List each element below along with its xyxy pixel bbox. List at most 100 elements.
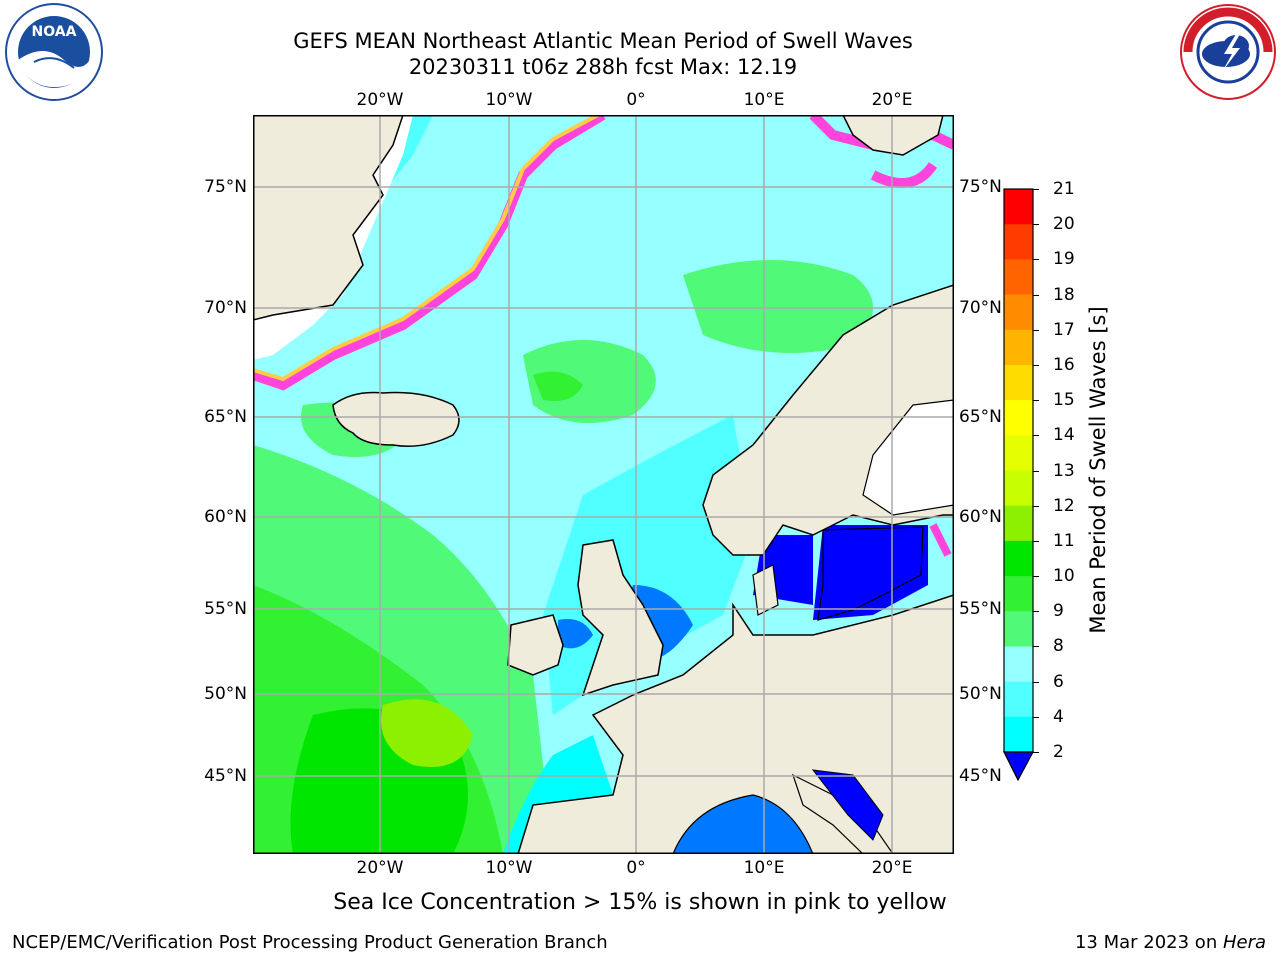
swell-zone-12s-peak [381, 699, 473, 767]
colorbar-tick-label: 4 [1053, 706, 1064, 727]
colorbar-cell [1004, 646, 1033, 683]
footer-machine: Hera [1222, 932, 1266, 953]
nws-logo-icon [1180, 4, 1276, 100]
swell-zone-north-3 [533, 371, 583, 401]
svalbard-land [842, 115, 944, 156]
colorbar-tick-label: 14 [1053, 425, 1075, 446]
colorbar-cell [1004, 505, 1033, 542]
lon-tick-bottom-0: 0° [626, 858, 646, 878]
lon-tick-top-20e: 20°E [871, 90, 913, 110]
colorbar-tick-label: 16 [1053, 354, 1075, 375]
baltic-sea [817, 526, 924, 621]
colorbar-tick-mark [1033, 611, 1039, 613]
colorbar-cell [1004, 224, 1033, 260]
colorbar-tick-mark [1033, 646, 1039, 648]
colorbar-tick-label: 2 [1053, 742, 1064, 762]
colorbar-tick-label: 8 [1053, 636, 1064, 657]
colorbar-tick-label: 21 [1053, 179, 1075, 199]
colorbar-tick-mark [1033, 435, 1039, 437]
colorbar-tick-label: 12 [1053, 495, 1075, 516]
sea-ice-edge-baltic [929, 523, 952, 557]
colorbar-tick-label: 9 [1053, 601, 1064, 622]
lat-tick-right-75n: 75°N [959, 177, 1002, 197]
lon-tick-bottom-20e: 20°E [871, 858, 913, 878]
colorbar-cell [1004, 681, 1033, 718]
colorbar-cell [1004, 364, 1033, 401]
colorbar-cell [1004, 540, 1033, 577]
colorbar-tick-mark [1033, 400, 1039, 402]
colorbar-tick-mark [1033, 505, 1039, 507]
great-britain-land [577, 539, 664, 697]
footer-date-text: 13 Mar 2023 on [1074, 932, 1223, 953]
colorbar-tick-label: 13 [1053, 460, 1075, 481]
adriatic-sea [811, 769, 884, 841]
colorbar-tick-label: 18 [1053, 284, 1075, 305]
colorbar-extend-arrow [1003, 751, 1035, 782]
lon-tick-bottom-20w: 20°W [356, 858, 404, 878]
colorbar-tick-label: 15 [1053, 390, 1075, 411]
lat-tick-left-60n: 60°N [204, 507, 247, 527]
ireland-land [507, 614, 564, 676]
colorbar-cell [1004, 259, 1033, 296]
lat-tick-left-70n: 70°N [204, 298, 247, 318]
lon-tick-bottom-10w: 10°W [485, 858, 533, 878]
swell-zone-north-sea-shelf [543, 415, 753, 715]
colorbar-tick-label: 17 [1053, 319, 1075, 340]
colorbar-tick-label: 19 [1053, 249, 1075, 270]
lon-tick-top-0: 0° [626, 90, 646, 110]
swell-zone-north-2 [683, 260, 873, 353]
sea-ice-edge-greenland [253, 115, 606, 391]
lon-tick-top-10e: 10°E [743, 90, 785, 110]
map-panel [253, 115, 954, 854]
colorbar-cell [1004, 470, 1033, 507]
colorbar-cell [1004, 435, 1033, 471]
colorbar-tick-mark [1033, 329, 1039, 331]
swell-zone-north-1 [523, 340, 656, 423]
lon-tick-top-10w: 10°W [485, 90, 533, 110]
colorbar-cell [1004, 189, 1033, 225]
colorbar-tick-mark [1033, 576, 1039, 578]
swell-zone-irish-sea [558, 619, 593, 649]
colorbar-tick-mark [1033, 470, 1039, 472]
mediterranean-sea [672, 794, 814, 854]
lat-tick-left-75n: 75°N [204, 177, 247, 197]
colorbar-cell [1004, 576, 1033, 612]
colorbar-tick-mark [1033, 224, 1039, 226]
colorbar-tick-mark [1033, 752, 1039, 753]
gulf-of-bothnia-ice [862, 399, 954, 516]
lat-tick-left-65n: 65°N [204, 407, 247, 427]
greenland-land [253, 115, 404, 321]
lat-tick-left-45n: 45°N [204, 766, 247, 786]
colorbar [1003, 188, 1035, 782]
footer-credit: NCEP/EMC/Verification Post Processing Pr… [12, 932, 608, 953]
lat-tick-right-65n: 65°N [959, 407, 1002, 427]
colorbar-tick-label: 11 [1053, 530, 1075, 551]
colorbar-cell [1004, 294, 1033, 331]
colorbar-tick-mark [1033, 364, 1039, 366]
colorbar-tick-label: 20 [1053, 214, 1075, 235]
colorbar-cell [1004, 611, 1033, 647]
lon-tick-bottom-10e: 10°E [743, 858, 785, 878]
iceland-land [332, 391, 460, 447]
chart-subtitle: 20230311 t06z 288h fcst Max: 12.19 [408, 55, 798, 79]
lat-tick-right-55n: 55°N [959, 599, 1002, 619]
colorbar-tick-mark [1033, 681, 1039, 683]
svg-text:NOAA: NOAA [32, 24, 77, 40]
colorbar-tick-mark [1033, 716, 1039, 718]
lat-tick-left-55n: 55°N [204, 599, 247, 619]
denmark-land [752, 564, 779, 616]
lat-tick-right-45n: 45°N [959, 766, 1002, 786]
colorbar-tick-mark [1033, 294, 1039, 296]
colorbar-cell [1004, 400, 1033, 436]
colorbar-tick-mark [1033, 540, 1039, 542]
colorbar-tick-label: 6 [1053, 671, 1064, 692]
lat-tick-right-70n: 70°N [959, 298, 1002, 318]
colorbar-cell [1004, 329, 1033, 366]
colorbar-tick-mark [1033, 189, 1039, 190]
footer-date: 13 Mar 2023 on Hera [1075, 932, 1266, 953]
colorbar-tick-label: 10 [1053, 566, 1075, 587]
colorbar-tick-mark [1033, 259, 1039, 261]
lat-tick-right-50n: 50°N [959, 684, 1002, 704]
colorbar-cell [1004, 716, 1033, 753]
lat-tick-right-60n: 60°N [959, 507, 1002, 527]
